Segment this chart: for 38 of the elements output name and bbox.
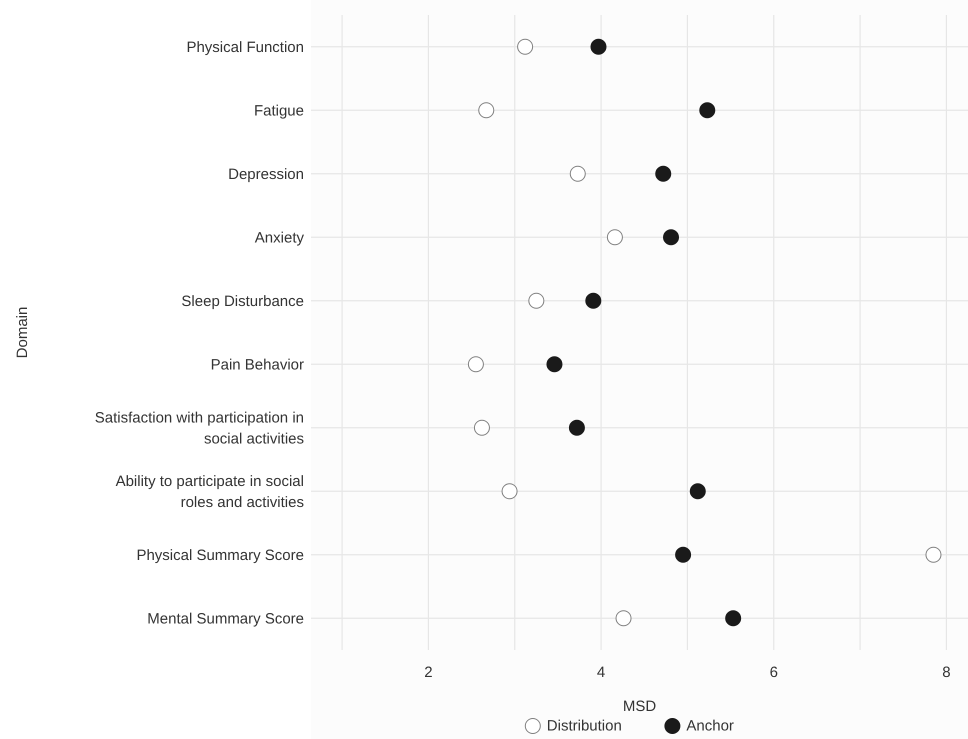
point — [663, 229, 680, 246]
point — [675, 546, 692, 563]
x-tick-label: 2 — [424, 664, 433, 681]
y-tick-label: Physical Function — [186, 38, 304, 56]
x-axis-title: MSD — [622, 698, 656, 715]
point — [699, 102, 716, 118]
point — [502, 483, 518, 500]
x-tick-label: 6 — [770, 664, 778, 681]
point — [528, 292, 544, 309]
point — [568, 420, 585, 436]
y-axis-title: Domain — [14, 306, 31, 358]
y-tick-label: Ability to participate in social roles and activities — [116, 472, 304, 510]
point — [468, 356, 484, 372]
y-tick-label: Depression — [228, 165, 304, 182]
point — [570, 166, 586, 182]
point — [925, 546, 942, 563]
legend-label: Distribution — [546, 718, 622, 734]
y-tick-label: Physical Summary Score — [136, 546, 304, 564]
point — [478, 102, 494, 118]
point — [616, 610, 632, 626]
y-tick-label: Sleep Disturbance — [181, 292, 304, 310]
point — [590, 38, 606, 55]
point — [517, 38, 534, 55]
x-tick-label: 4 — [596, 664, 606, 681]
point — [725, 610, 742, 626]
legend-label: Anchor — [686, 718, 734, 734]
point — [585, 292, 602, 309]
y-tick-label: Pain Behavior — [210, 356, 304, 373]
y-tick-label: Anxiety — [254, 228, 304, 246]
y-tick-label: Fatigue — [254, 102, 304, 119]
point — [606, 229, 623, 246]
point — [546, 356, 562, 372]
point — [655, 166, 672, 182]
y-tick-label: Satisfaction with participation in social activities — [94, 408, 304, 447]
y-tick-label: Mental Summary Score — [147, 610, 304, 627]
point — [474, 420, 490, 436]
point — [690, 483, 706, 500]
x-tick-label: 8 — [942, 664, 951, 681]
